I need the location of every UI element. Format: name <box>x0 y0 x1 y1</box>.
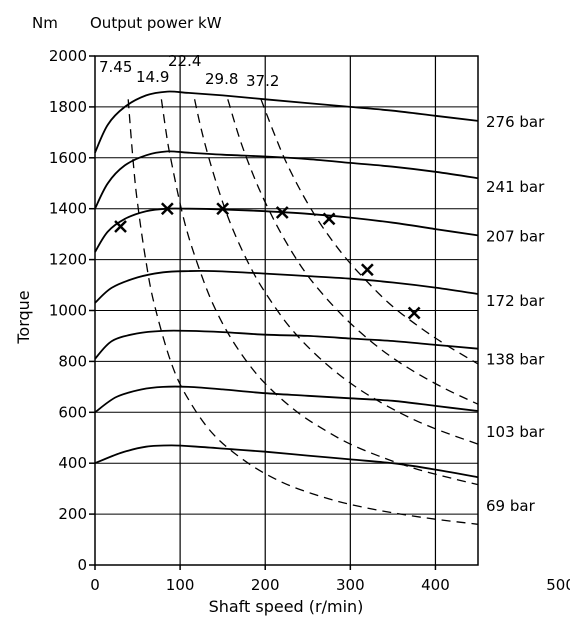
marker-stroke <box>216 202 230 216</box>
power-axis-label: Output power kW <box>90 14 222 32</box>
markers <box>114 202 421 320</box>
labels: 276 bar 241 bar 207 bar 172 bar 138 bar 103 b… <box>99 52 545 515</box>
power-curve <box>193 99 479 445</box>
y-axis-title: Torque <box>14 290 33 344</box>
y-tick-label: 1400 <box>49 200 87 218</box>
x-axis-title: Shaft speed (r/min) <box>209 597 364 616</box>
marker <box>275 206 289 219</box>
y-tick-label: 200 <box>58 505 87 523</box>
marker-stroke <box>322 212 336 226</box>
torque-curve <box>94 385 479 414</box>
power-curves <box>127 99 479 525</box>
y-tick-label: 600 <box>58 403 87 421</box>
power-label: 14.9 <box>136 68 169 86</box>
y-tick-label: 1600 <box>49 149 87 167</box>
marker <box>216 202 230 216</box>
marker <box>322 212 336 226</box>
marker-stroke <box>275 206 289 219</box>
marker-stroke <box>160 202 174 216</box>
marker-stroke <box>360 263 374 277</box>
power-curve <box>127 99 479 525</box>
grid: 0 200 400 600 800 1000 1200 1400 1600 1800 2000 0 10… <box>49 47 570 594</box>
y-tick-label: 2000 <box>49 47 87 65</box>
y-tick-label: 1000 <box>49 302 87 320</box>
y-tick-label: 1200 <box>49 251 87 269</box>
torque-curve <box>94 329 479 360</box>
power-label: 7.45 <box>99 58 132 76</box>
marker <box>407 306 421 320</box>
torque-curve <box>94 444 479 479</box>
x-tick-label: 500 <box>546 576 570 594</box>
y-tick-label: 800 <box>58 352 87 370</box>
x-tick-label: 400 <box>421 576 450 594</box>
y-unit-label: Nm <box>32 14 58 32</box>
pressure-label: 241 bar <box>486 178 545 196</box>
pressure-label: 172 bar <box>486 292 545 310</box>
x-tick-label: 200 <box>251 576 280 594</box>
power-label: 37.2 <box>246 72 279 90</box>
pressure-label: 69 bar <box>486 497 536 515</box>
y-tick-label: 400 <box>58 454 87 472</box>
torque-curve <box>94 150 479 210</box>
pressure-label: 207 bar <box>486 227 545 245</box>
marker <box>114 220 127 233</box>
marker-stroke <box>114 220 127 233</box>
marker-stroke <box>407 306 421 320</box>
power-label: 29.8 <box>205 70 238 88</box>
torque-curve <box>94 269 479 304</box>
pressure-label: 276 bar <box>486 113 545 131</box>
torque-curve <box>94 90 479 154</box>
power-curve <box>160 99 479 486</box>
power-curve <box>260 99 479 365</box>
x-tick-label: 100 <box>166 576 195 594</box>
power-curve <box>227 99 479 405</box>
pressure-label: 138 bar <box>486 351 545 369</box>
pressure-label: 103 bar <box>486 423 545 441</box>
y-tick-label: 1800 <box>49 98 87 116</box>
power-label: 22.4 <box>168 52 201 70</box>
y-tick-label: 0 <box>77 556 87 574</box>
x-tick-label: 0 <box>90 576 100 594</box>
marker <box>360 263 374 277</box>
torque-curves <box>94 90 479 479</box>
x-tick-label: 300 <box>336 576 365 594</box>
marker <box>160 202 174 216</box>
